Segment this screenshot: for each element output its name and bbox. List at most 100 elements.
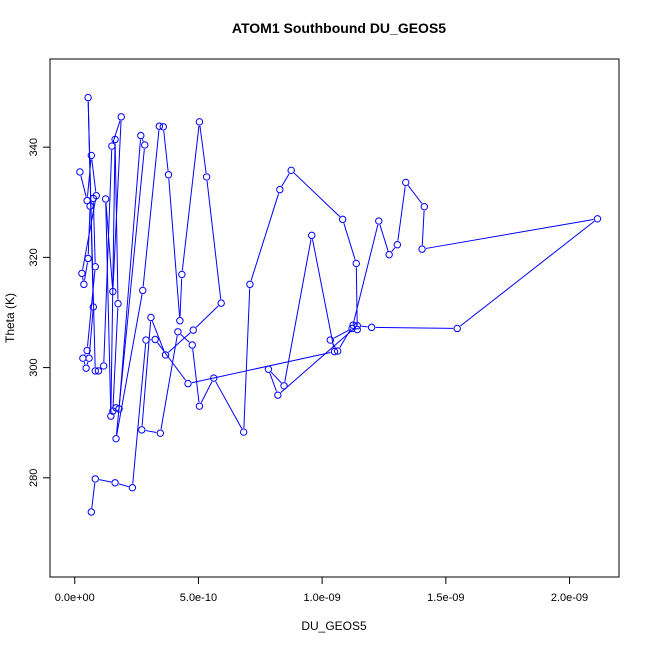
data-point [453,324,461,333]
data-point [86,202,94,210]
x-tick-label: 1.0e-09 [303,592,340,604]
x-tick-label: 1.5e-09 [427,592,464,604]
data-point [161,351,170,359]
y-tick-label: 320 [28,248,40,266]
data-point [137,131,145,140]
series-points [76,93,602,516]
series-segment [112,120,122,288]
data-point [274,391,282,399]
data-point [151,335,159,344]
series-segment [99,479,112,483]
data-point [141,141,149,149]
series-segment [118,139,141,405]
x-tick-label: 0.0e+00 [55,592,95,604]
series-segment [243,288,251,429]
series-segment [180,334,190,343]
data-point [174,328,182,336]
series-segment [132,343,147,484]
series-segment [181,125,200,271]
data-point [138,426,146,434]
series-segment [206,180,222,300]
series-segment [83,361,86,365]
series-segment [391,247,396,252]
data-point [334,347,342,355]
series-segment [168,178,181,317]
series-lines [80,101,595,509]
data-point [202,173,211,181]
data-point [87,151,96,160]
data-point [308,231,316,240]
data-point [82,364,90,372]
chart-title: ATOM1 Southbound DU_GEOS5 [232,20,446,36]
data-point [593,215,602,223]
data-point [112,434,120,443]
series-segment [281,173,290,187]
data-point [240,428,248,436]
data-point [91,475,99,483]
data-point [338,215,347,224]
data-point [246,280,254,289]
data-point [176,317,184,325]
series-segment [110,143,116,413]
data-point [99,362,108,370]
y-tick-label: 340 [28,138,40,156]
data-point [109,287,117,296]
series-segment [270,371,282,384]
series-segment [112,307,119,408]
data-point [195,402,204,410]
series-segment [86,270,96,347]
data-point [80,280,88,289]
y-axis-label: Theta (K) [3,293,17,343]
data-point [78,269,86,278]
series-segment [425,218,594,249]
data-point [188,341,196,349]
series-segment [168,332,191,353]
data-point [84,93,92,102]
data-point [156,429,165,437]
data-point [111,479,119,487]
series-segment [407,185,423,204]
series-segment [88,310,94,355]
series-segment [145,430,157,433]
data-point [385,250,393,259]
x-tick-label: 2.0e-09 [551,592,588,604]
data-point [89,303,97,311]
series-segment [91,159,97,192]
data-point [280,382,288,390]
series-segment [157,342,187,381]
series-segment [84,262,88,281]
series-segment [269,372,277,392]
data-point [115,405,123,413]
series-segment [105,202,112,413]
series-segment [160,335,178,430]
series-segment [333,329,349,339]
series-segment [192,348,200,403]
series-segment [339,328,352,348]
data-point [85,354,93,362]
series-segment [280,327,355,393]
series-segment [163,130,169,171]
data-point [287,166,295,175]
data-point [87,508,96,516]
data-point [367,323,376,332]
series-segment [118,483,129,488]
series-segment [179,278,183,317]
data-point [76,168,84,176]
series-segment [375,326,454,329]
series-segment [86,361,89,365]
series-segment [200,381,213,403]
data-point [330,347,339,356]
series-segment [361,325,368,328]
data-point [217,299,225,307]
data-point [117,113,125,121]
series-segment [199,125,207,174]
data-point [114,299,122,308]
x-tick-label: 5.0e-10 [180,592,217,604]
data-point [159,123,168,131]
data-point [402,178,410,187]
data-point [189,326,197,334]
series-segment [87,101,96,367]
series-segment [114,143,119,300]
